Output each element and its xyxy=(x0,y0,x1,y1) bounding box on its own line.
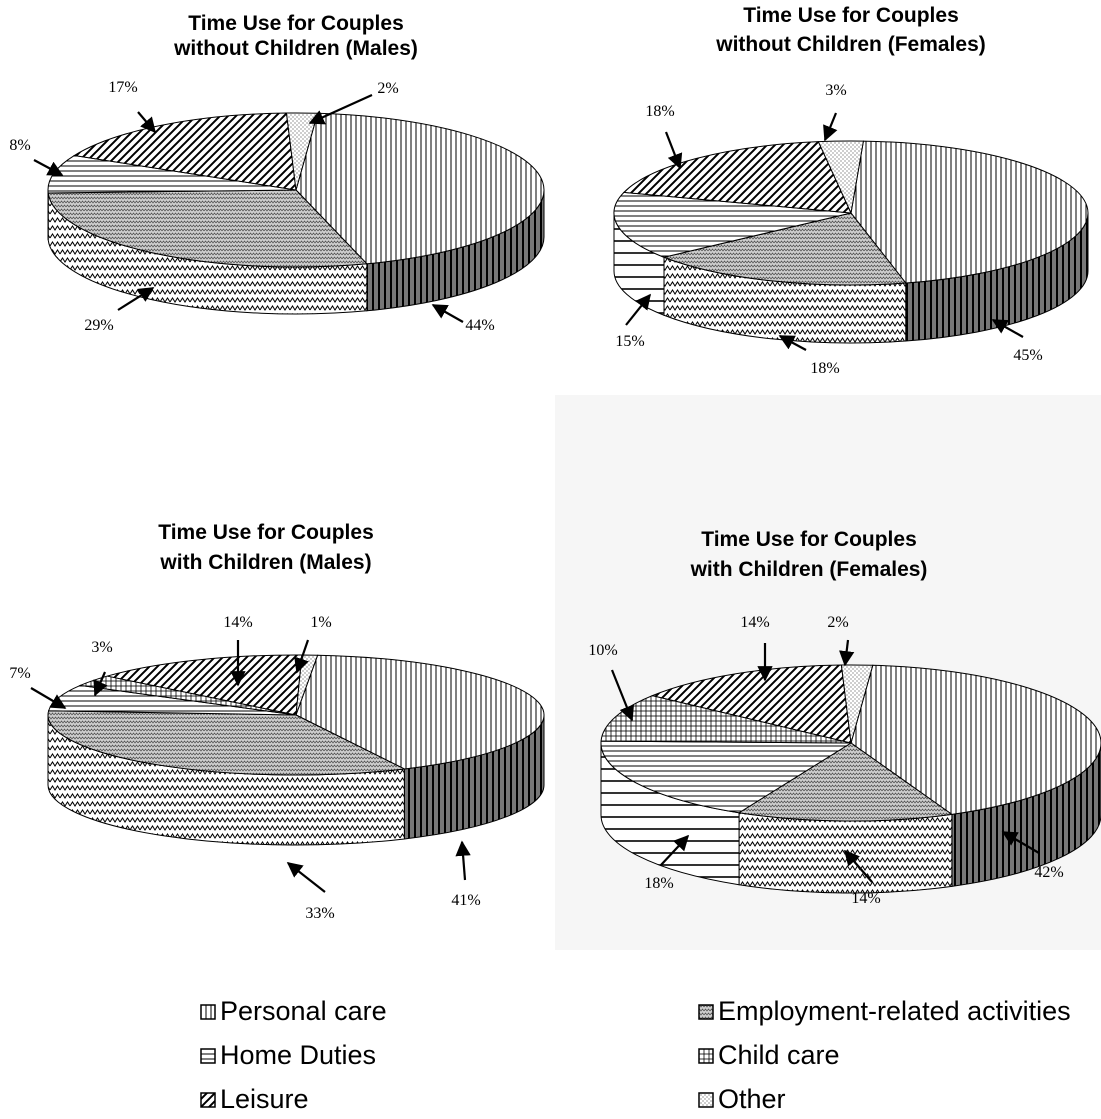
pie-2-title-line-1: Time Use for Couples xyxy=(743,4,959,27)
pie-3-arrow-child-care xyxy=(93,671,108,697)
pie-2-slice-leisure xyxy=(622,141,852,214)
pie-4-label-leisure: 14% xyxy=(740,614,769,631)
pie-3-arrow-employment xyxy=(286,862,326,893)
pie-3-title-line-1: Time Use for Couples xyxy=(158,521,374,544)
pie-1-arrow-home-duties xyxy=(33,159,64,176)
pie-4-slice-child-care xyxy=(600,695,852,744)
pie-3-slice-leisure xyxy=(107,654,303,716)
pie-4-label-home-duties: 18% xyxy=(644,875,673,892)
pie-3-label-other: 1% xyxy=(310,614,331,631)
pie-chart-2 xyxy=(613,140,1089,344)
pie-1-slice-leisure xyxy=(72,112,297,191)
pie-1-label-other: 2% xyxy=(377,80,398,97)
pie-3-label-employment: 33% xyxy=(305,905,334,922)
pie-4-label-employment: 14% xyxy=(851,890,880,907)
pie-4-slice-employment xyxy=(737,742,954,822)
pie-3-title-line-2: with Children (Males) xyxy=(159,551,371,574)
pie-2-arrow-other xyxy=(823,112,838,142)
pie-2-slice-employment xyxy=(662,212,907,286)
pie-3-arrow-other xyxy=(294,639,310,674)
pie-1-label-home-duties: 8% xyxy=(9,137,30,154)
pie-3-arrow-home-duties xyxy=(30,687,67,709)
pie-2-arrow-leisure xyxy=(664,131,683,170)
pie-3-label-leisure: 14% xyxy=(223,614,252,631)
pie-2-label-other: 3% xyxy=(825,82,846,99)
pie-1-title-line-1: Time Use for Couples xyxy=(188,12,404,35)
pie-3-label-home-duties: 7% xyxy=(9,665,30,682)
pie-1-slice-personal-care xyxy=(295,112,545,265)
pie-4-label-personal-care: 42% xyxy=(1034,864,1063,881)
pie-2-slice-personal-care xyxy=(850,140,1089,284)
pie-2-label-home-duties: 15% xyxy=(615,333,644,350)
pie-1-arrow-other xyxy=(308,93,373,125)
pie-4-title-line-1: Time Use for Couples xyxy=(701,528,917,551)
pie-4-label-other: 2% xyxy=(827,614,848,631)
pie-4-slice-leisure xyxy=(650,664,852,744)
pie-4-label-child-care: 10% xyxy=(588,642,617,659)
pie-1-title-line-2: without Children (Males) xyxy=(173,37,418,60)
pie-4-slice-personal-care xyxy=(850,664,1101,815)
pie-2-label-leisure: 18% xyxy=(645,103,674,120)
pie-2-arrow-personal-care xyxy=(991,319,1024,338)
pie-4-arrow-other xyxy=(839,639,855,667)
pie-chart-3 xyxy=(47,654,545,846)
pie-4-arrow-home-duties xyxy=(660,834,690,866)
pie-chart-1 xyxy=(47,112,545,315)
pie-2-title-line-2: without Children (Females) xyxy=(715,33,986,56)
pie-2-slice-home-duties xyxy=(613,191,852,258)
pie-4-title-line-2: with Children (Females) xyxy=(690,558,928,581)
pie-1-slice-employment xyxy=(47,189,368,268)
pie-2-arrow-home-duties xyxy=(625,293,651,326)
pie-3-slice-employment xyxy=(47,710,407,776)
pie-1-arrow-leisure xyxy=(137,111,156,134)
pie-3-label-child-care: 3% xyxy=(91,639,112,656)
pie-3-slice-personal-care xyxy=(295,654,545,770)
pie-1-label-personal-care: 44% xyxy=(465,317,494,334)
pie-2-slice-other xyxy=(817,140,864,215)
pie-1-arrow-personal-care xyxy=(431,304,464,323)
pie-2-label-employment: 18% xyxy=(810,360,839,377)
pie-1-label-leisure: 17% xyxy=(108,79,137,96)
pie-4-arrow-employment xyxy=(843,849,873,883)
pie-3-arrow-personal-care xyxy=(455,840,471,881)
pie-2-arrow-employment xyxy=(778,335,807,351)
pie-1-arrow-employment xyxy=(117,287,155,311)
pie-2-label-personal-care: 45% xyxy=(1013,347,1042,364)
pies-group xyxy=(47,112,1101,894)
pie-3-label-personal-care: 41% xyxy=(451,892,480,909)
pie-1-label-employment: 29% xyxy=(84,317,113,334)
pie-4-arrow-personal-care xyxy=(1001,831,1040,854)
pie-4-slice-home-duties xyxy=(600,740,853,814)
pie-4-arrow-child-care xyxy=(610,669,635,722)
